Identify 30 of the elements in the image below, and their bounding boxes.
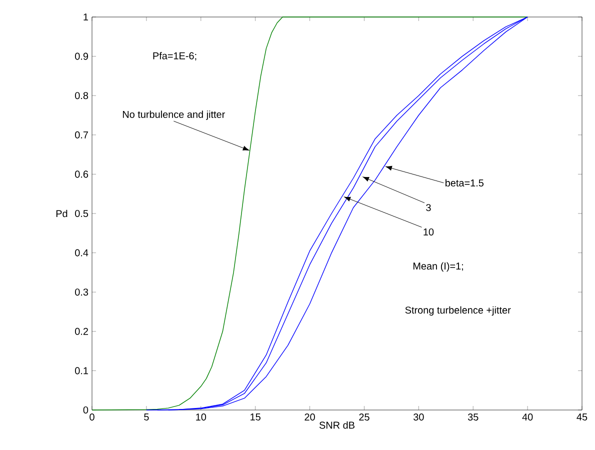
- y-tick-label: 0.2: [75, 328, 88, 335]
- y-tick-label: 0.7: [75, 131, 88, 138]
- y-tick-label: 0.3: [75, 288, 88, 296]
- annotation: beta=1.5: [446, 179, 484, 186]
- x-tick-label: 15: [250, 414, 260, 420]
- y-tick-label: 0: [83, 406, 88, 414]
- annotation: Strong turbelence +jitter: [405, 306, 511, 316]
- x-tick-label: 0: [90, 414, 94, 421]
- y-axis-title: Pd: [56, 210, 68, 218]
- x-tick-label: 45: [576, 414, 588, 420]
- x-tick-label: 25: [359, 414, 370, 421]
- y-tick-label: 0.1: [75, 367, 88, 374]
- y-tick-label: 1: [84, 14, 88, 20]
- y-tick-label: 0.4: [75, 249, 88, 256]
- annotation: No turbulence and jitter: [122, 110, 225, 120]
- y-tick-label: 0.8: [75, 92, 88, 100]
- x-tick-label: 20: [304, 414, 315, 421]
- annotation: 3: [426, 204, 431, 212]
- annotation: 10: [424, 228, 434, 236]
- x-tick-label: 35: [468, 414, 478, 421]
- x-tick-label: 5: [144, 414, 149, 420]
- x-axis-title: SNR dB: [319, 421, 354, 429]
- annotation: Pfa=1E-6;: [153, 52, 196, 61]
- annotation: Mean (I)=1;: [413, 262, 463, 272]
- y-tick-label: 0.6: [75, 170, 88, 178]
- x-tick-label: 40: [522, 414, 533, 421]
- y-tick-label: 0.5: [75, 210, 88, 218]
- x-tick-label: 10: [196, 414, 206, 421]
- y-tick-label: 0.9: [75, 52, 88, 60]
- x-tick-label: 30: [414, 414, 424, 421]
